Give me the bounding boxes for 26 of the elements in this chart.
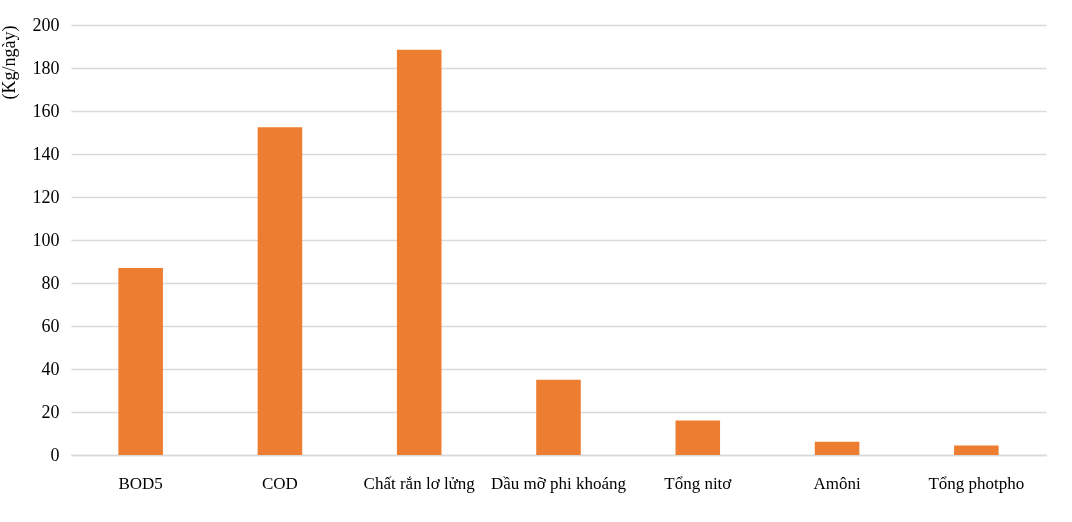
y-tick-label: 200 [32, 14, 60, 35]
y-tick-label: 160 [32, 100, 60, 121]
y-tick-label: 60 [41, 315, 60, 336]
bar [954, 445, 999, 455]
y-axis-title: (Kg/ngày) [0, 25, 20, 100]
y-tick-label: 180 [32, 57, 60, 78]
y-tick-label: 20 [41, 401, 60, 422]
bar [675, 420, 721, 455]
y-tick-label: 120 [32, 186, 60, 207]
x-tick-label: COD [261, 473, 298, 493]
y-tick-label: 40 [41, 358, 60, 379]
bar [536, 379, 581, 455]
y-tick-label: 0 [50, 444, 60, 465]
x-tick-label: Tổng photpho [928, 473, 1025, 493]
x-tick-label: Amôni [813, 473, 861, 493]
x-tick-label: Dầu mỡ phi khoáng [490, 473, 627, 493]
y-tick-label: 100 [32, 229, 60, 250]
x-tick-label: BOD5 [118, 473, 163, 493]
y-tick-label: 140 [32, 143, 60, 164]
bar [118, 267, 163, 455]
bar [396, 49, 442, 455]
bar [257, 127, 303, 455]
y-tick-label: 80 [41, 272, 60, 293]
x-tick-label: Chất rắn lơ lửng [363, 473, 476, 493]
bar [814, 441, 860, 455]
x-tick-label: Tổng nitơ [664, 473, 733, 493]
